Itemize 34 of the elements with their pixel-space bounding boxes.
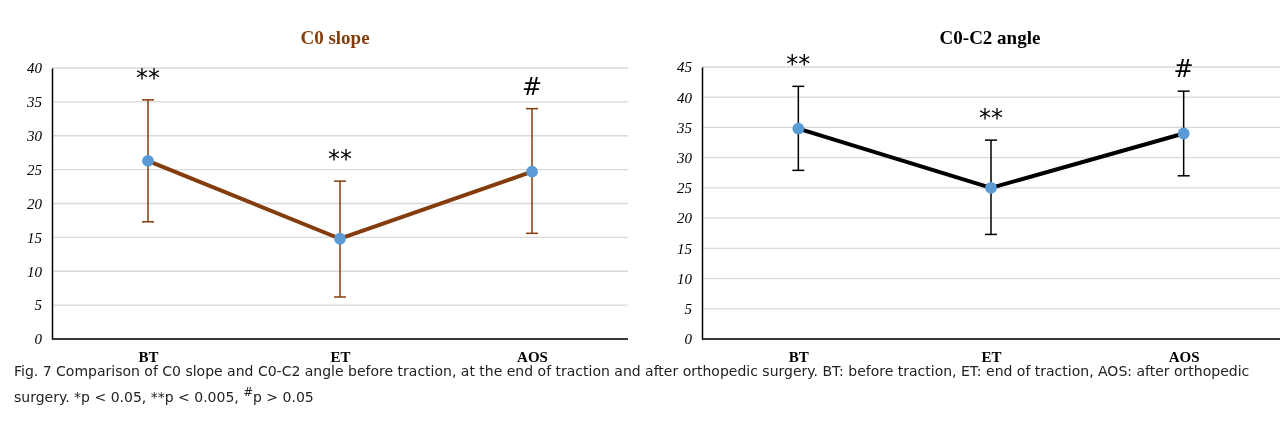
y-tick-label: 30	[26, 128, 43, 145]
annotation: **	[786, 50, 811, 79]
chart-title: C0-C2 angle	[939, 27, 1041, 48]
y-tick-label: 45	[677, 59, 693, 76]
y-tick-label: 10	[677, 270, 693, 287]
y-tick-label: 0	[34, 331, 43, 348]
y-tick-label: 5	[34, 297, 43, 314]
y-tick-label: 25	[677, 180, 693, 197]
y-tick-label: 10	[27, 263, 43, 280]
chart-title: C0 slope	[300, 27, 370, 48]
x-tick-label: ET	[330, 348, 351, 365]
annotation: **	[979, 104, 1003, 133]
y-tick-label: 40	[27, 60, 43, 77]
x-tick-label: AOS	[1168, 348, 1200, 365]
y-tick-label: 25	[27, 161, 43, 178]
y-tick-label: 20	[27, 195, 43, 212]
annotation: **	[136, 63, 160, 92]
y-tick-label: 0	[684, 331, 693, 348]
y-tick-label: 30	[676, 149, 693, 166]
annotation: #	[521, 72, 543, 101]
y-tick-label: 35	[676, 119, 693, 136]
x-tick-label: ET	[981, 348, 1002, 365]
y-tick-label: 5	[684, 301, 693, 318]
x-tick-label: BT	[138, 348, 159, 365]
caption: Fig. 7 Comparison of C0 slope and C0-C2 angle before traction, at the end of traction and after orthopedic surgery. BT: before traction, ET: end of traction, AOS: after orthopedic surgery. *p < 0.05, **p < 0.005, $^{#}$p > 0.05	[14, 362, 1251, 407]
annotation: #	[1173, 55, 1194, 84]
x-tick-label: AOS	[517, 348, 548, 365]
y-tick-label: 20	[677, 210, 693, 227]
y-tick-label: 40	[677, 89, 693, 106]
y-tick-label: 15	[677, 240, 693, 257]
y-tick-label: 15	[27, 229, 43, 246]
annotation: **	[328, 145, 352, 174]
x-tick-label: BT	[788, 348, 809, 365]
y-tick-label: 35	[26, 94, 43, 111]
